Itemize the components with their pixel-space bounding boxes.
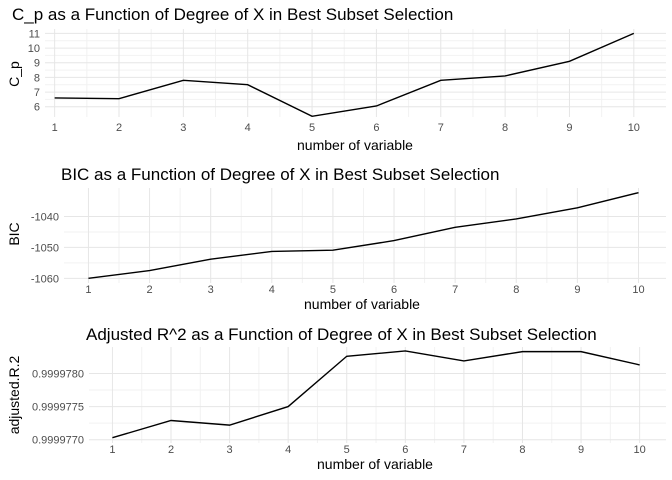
adjr2-y-ticks: 0.9999770 0.9999775 0.9999780 bbox=[32, 368, 84, 446]
bic-chart-title: BIC as a Function of Degree of X in Best… bbox=[61, 165, 499, 184]
cp-x-axis-label: number of variable bbox=[297, 137, 413, 153]
cp-y-tick-label: 11 bbox=[29, 28, 40, 40]
cp-y-ticks: 6 7 8 9 10 11 bbox=[28, 28, 40, 113]
cp-series-line bbox=[54, 32, 635, 117]
adjr2-x-ticks: 1 2 3 4 5 6 7 8 9 10 bbox=[109, 444, 645, 456]
cp-grid bbox=[45, 29, 666, 117]
bic-x-tick-label: 10 bbox=[632, 284, 644, 296]
bic-series-line bbox=[88, 191, 639, 280]
adjr2-x-tick-label: 7 bbox=[461, 444, 467, 456]
cp-x-tick-label: 8 bbox=[502, 122, 508, 134]
cp-x-ticks: 1 2 3 4 5 6 7 8 9 10 bbox=[52, 122, 640, 134]
adjr2-x-tick-label: 8 bbox=[519, 444, 525, 456]
adjr2-x-tick-label: 6 bbox=[402, 444, 408, 456]
cp-panel: C_p as a Function of Degree of X in Best… bbox=[6, 5, 666, 153]
cp-x-tick-label: 9 bbox=[566, 122, 572, 134]
bic-x-tick-label: 2 bbox=[147, 284, 153, 296]
cp-y-tick-label: 8 bbox=[34, 72, 40, 84]
adjr2-x-tick-label: 2 bbox=[168, 444, 174, 456]
bic-x-ticks: 1 2 3 4 5 6 7 8 9 10 bbox=[85, 284, 644, 296]
cp-x-tick-label: 10 bbox=[628, 122, 640, 134]
bic-series bbox=[88, 191, 639, 280]
cp-x-tick-label: 3 bbox=[180, 122, 186, 134]
bic-y-axis-label: BIC bbox=[6, 222, 22, 245]
adjr2-x-tick-label: 10 bbox=[634, 444, 646, 456]
adjr2-x-tick-label: 1 bbox=[109, 444, 115, 456]
bic-x-axis-label: number of variable bbox=[304, 296, 420, 312]
bic-x-tick-label: 8 bbox=[513, 284, 519, 296]
adjr2-y-tick-label: 0.9999775 bbox=[32, 402, 84, 414]
adjr2-grid bbox=[89, 347, 666, 443]
cp-x-tick-label: 2 bbox=[116, 122, 122, 134]
adjr2-x-axis-label: number of variable bbox=[317, 456, 433, 472]
cp-y-tick-label: 10 bbox=[28, 43, 40, 55]
bic-x-tick-label: 7 bbox=[452, 284, 458, 296]
cp-x-tick-label: 4 bbox=[245, 122, 251, 134]
bic-y-tick-label: -1060 bbox=[31, 273, 59, 285]
adjr2-y-tick-label: 0.9999770 bbox=[32, 435, 84, 447]
adjr2-y-tick-label: 0.9999780 bbox=[32, 368, 84, 380]
bic-x-tick-label: 4 bbox=[269, 284, 275, 296]
bic-y-tick-label: -1040 bbox=[31, 211, 59, 223]
cp-series bbox=[54, 32, 635, 117]
adjr2-series-line bbox=[112, 350, 640, 439]
adjr2-panel: Adjusted R^2 as a Function of Degree of … bbox=[6, 325, 666, 472]
cp-x-tick-label: 7 bbox=[438, 122, 444, 134]
adjr2-x-tick-label: 5 bbox=[344, 444, 350, 456]
adjr2-x-tick-label: 3 bbox=[227, 444, 233, 456]
cp-x-tick-label: 5 bbox=[309, 122, 315, 134]
cp-y-tick-label: 6 bbox=[34, 102, 40, 114]
adjr2-chart-title: Adjusted R^2 as a Function of Degree of … bbox=[86, 325, 597, 344]
adjr2-series bbox=[112, 350, 640, 439]
bic-x-tick-label: 9 bbox=[574, 284, 580, 296]
bic-y-ticks: -1060 -1050 -1040 bbox=[31, 211, 59, 285]
bic-y-tick-label: -1050 bbox=[31, 242, 59, 254]
bic-grid bbox=[64, 188, 666, 283]
bic-panel: BIC as a Function of Degree of X in Best… bbox=[6, 165, 666, 312]
bic-x-tick-label: 5 bbox=[330, 284, 336, 296]
cp-y-tick-label: 7 bbox=[34, 87, 40, 99]
adjr2-x-tick-label: 4 bbox=[285, 444, 291, 456]
adjr2-x-tick-label: 9 bbox=[578, 444, 584, 456]
cp-y-axis-label: C_p bbox=[6, 61, 22, 87]
bic-x-tick-label: 6 bbox=[391, 284, 397, 296]
bic-x-tick-label: 3 bbox=[208, 284, 214, 296]
adjr2-y-axis-label: adjusted.R.2 bbox=[6, 355, 22, 434]
bic-x-tick-label: 1 bbox=[85, 284, 91, 296]
cp-y-tick-label: 9 bbox=[34, 58, 40, 70]
cp-chart-title: C_p as a Function of Degree of X in Best… bbox=[12, 5, 453, 24]
cp-x-tick-label: 6 bbox=[373, 122, 379, 134]
cp-x-tick-label: 1 bbox=[52, 122, 58, 134]
